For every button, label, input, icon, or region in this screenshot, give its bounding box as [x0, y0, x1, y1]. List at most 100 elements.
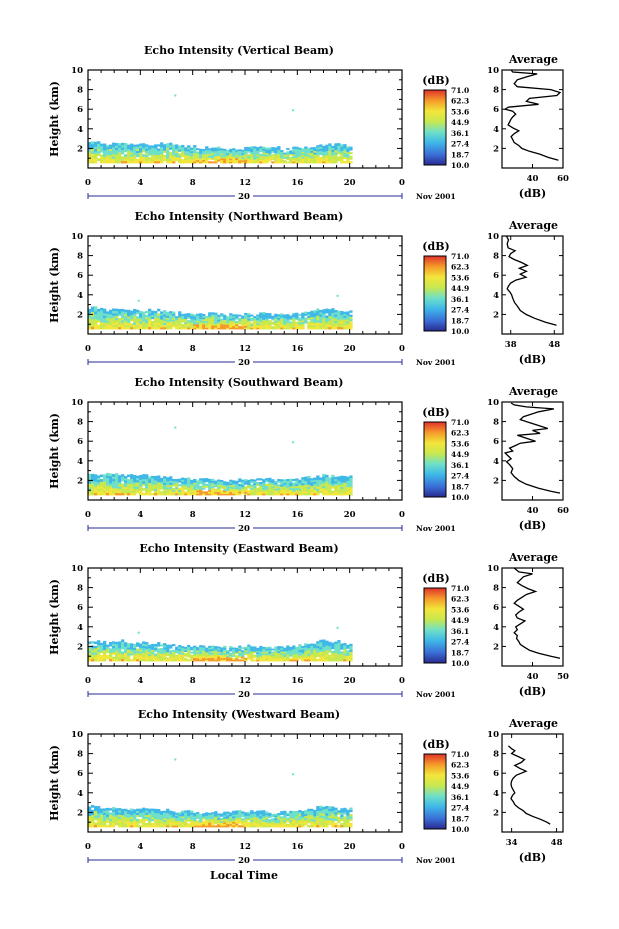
echo-cell [349, 479, 353, 483]
echo-cell [142, 645, 146, 649]
echo-cell [166, 158, 170, 162]
echo-cell [169, 311, 173, 314]
echo-cell [298, 151, 302, 154]
echo-cell [211, 484, 215, 487]
echo-cell [163, 158, 167, 162]
echo-cell [340, 319, 344, 322]
echo-cell [160, 153, 164, 157]
echo-cell [184, 653, 188, 656]
echo-cell [133, 492, 137, 496]
echo-cell [154, 317, 158, 320]
echo-cell [154, 653, 158, 656]
echo-cell [289, 823, 293, 826]
echo-cell [190, 479, 194, 482]
echo-cell [280, 316, 284, 319]
echo-cell [115, 646, 119, 649]
panel-title: Echo Intensity (Westward Beam) [138, 708, 340, 721]
echo-cell [124, 149, 128, 153]
echo-cell [316, 161, 320, 164]
echo-cell [94, 316, 98, 320]
echo-cell [346, 150, 350, 153]
echo-cell [181, 649, 185, 652]
echo-cell [319, 146, 323, 149]
echo-cell [292, 493, 296, 496]
echo-cell [262, 319, 266, 322]
echo-cell [280, 816, 284, 819]
echo-cell [337, 478, 341, 481]
echo-cell [331, 642, 335, 646]
echo-cell [106, 161, 110, 164]
echo-cell [325, 656, 329, 660]
echo-cell [232, 810, 236, 813]
echo-cell [334, 160, 338, 164]
echo-cell [301, 156, 305, 159]
echo-cell [88, 658, 92, 662]
echo-cell [175, 812, 179, 815]
echo-cell [343, 313, 347, 316]
avg-y-tick-label: 6 [493, 769, 499, 779]
echo-cell [286, 158, 290, 161]
y-tick-label: 4 [77, 623, 83, 633]
echo-cell [100, 818, 104, 822]
echo-cell [304, 321, 308, 324]
echo-cell [106, 648, 110, 652]
echo-speck [292, 441, 295, 444]
echo-cell [106, 480, 110, 484]
echo-cell [118, 658, 122, 662]
echo-cell [220, 327, 224, 330]
echo-cell [295, 485, 299, 488]
echo-cell [127, 649, 131, 652]
echo-cell [253, 659, 257, 662]
echo-cell [256, 653, 260, 656]
echo-cell [133, 823, 137, 826]
echo-cell [289, 482, 293, 485]
echo-cell [307, 149, 311, 152]
echo-cell [121, 308, 125, 312]
echo-cell [208, 323, 212, 326]
echo-cell [283, 647, 287, 650]
echo-cell [316, 815, 320, 819]
echo-cell [103, 822, 107, 826]
echo-cell [154, 823, 158, 826]
echo-cell [319, 819, 323, 823]
echo-cell [136, 318, 140, 321]
echo-cell [118, 145, 122, 148]
echo-cell [328, 815, 332, 819]
echo-cell [292, 161, 296, 164]
echo-cell [133, 317, 137, 321]
echo-cell [298, 149, 302, 152]
echo-cell [274, 482, 278, 485]
echo-cell [325, 483, 329, 487]
echo-cell [223, 150, 227, 153]
echo-cell [148, 159, 152, 162]
echo-cell [346, 476, 350, 480]
echo-cell [145, 654, 149, 658]
echo-cell [322, 149, 326, 152]
echo-cell [253, 150, 257, 153]
echo-cell [172, 482, 176, 485]
echo-cell [226, 813, 230, 816]
echo-cell [283, 814, 287, 817]
echo-cell [265, 152, 269, 155]
echo-cell [277, 822, 281, 825]
echo-cell [193, 820, 197, 823]
echo-cell [220, 490, 224, 493]
echo-cell [268, 321, 272, 325]
echo-cell [91, 647, 95, 651]
echo-cell [112, 319, 116, 323]
echo-cell [211, 147, 215, 150]
echo-cell [88, 315, 92, 319]
echo-cell [250, 652, 254, 655]
echo-cell [220, 153, 224, 156]
echo-cell [202, 650, 206, 653]
echo-cell [100, 812, 104, 816]
avg-y-tick-label: 10 [487, 66, 499, 76]
echo-cell [106, 812, 110, 815]
echo-cell [178, 145, 182, 148]
echo-cell [238, 319, 242, 322]
echo-cell [328, 488, 332, 492]
echo-cell [298, 320, 302, 323]
date-label-bg [235, 854, 253, 864]
echo-cell [172, 816, 176, 819]
echo-cell [127, 146, 131, 150]
